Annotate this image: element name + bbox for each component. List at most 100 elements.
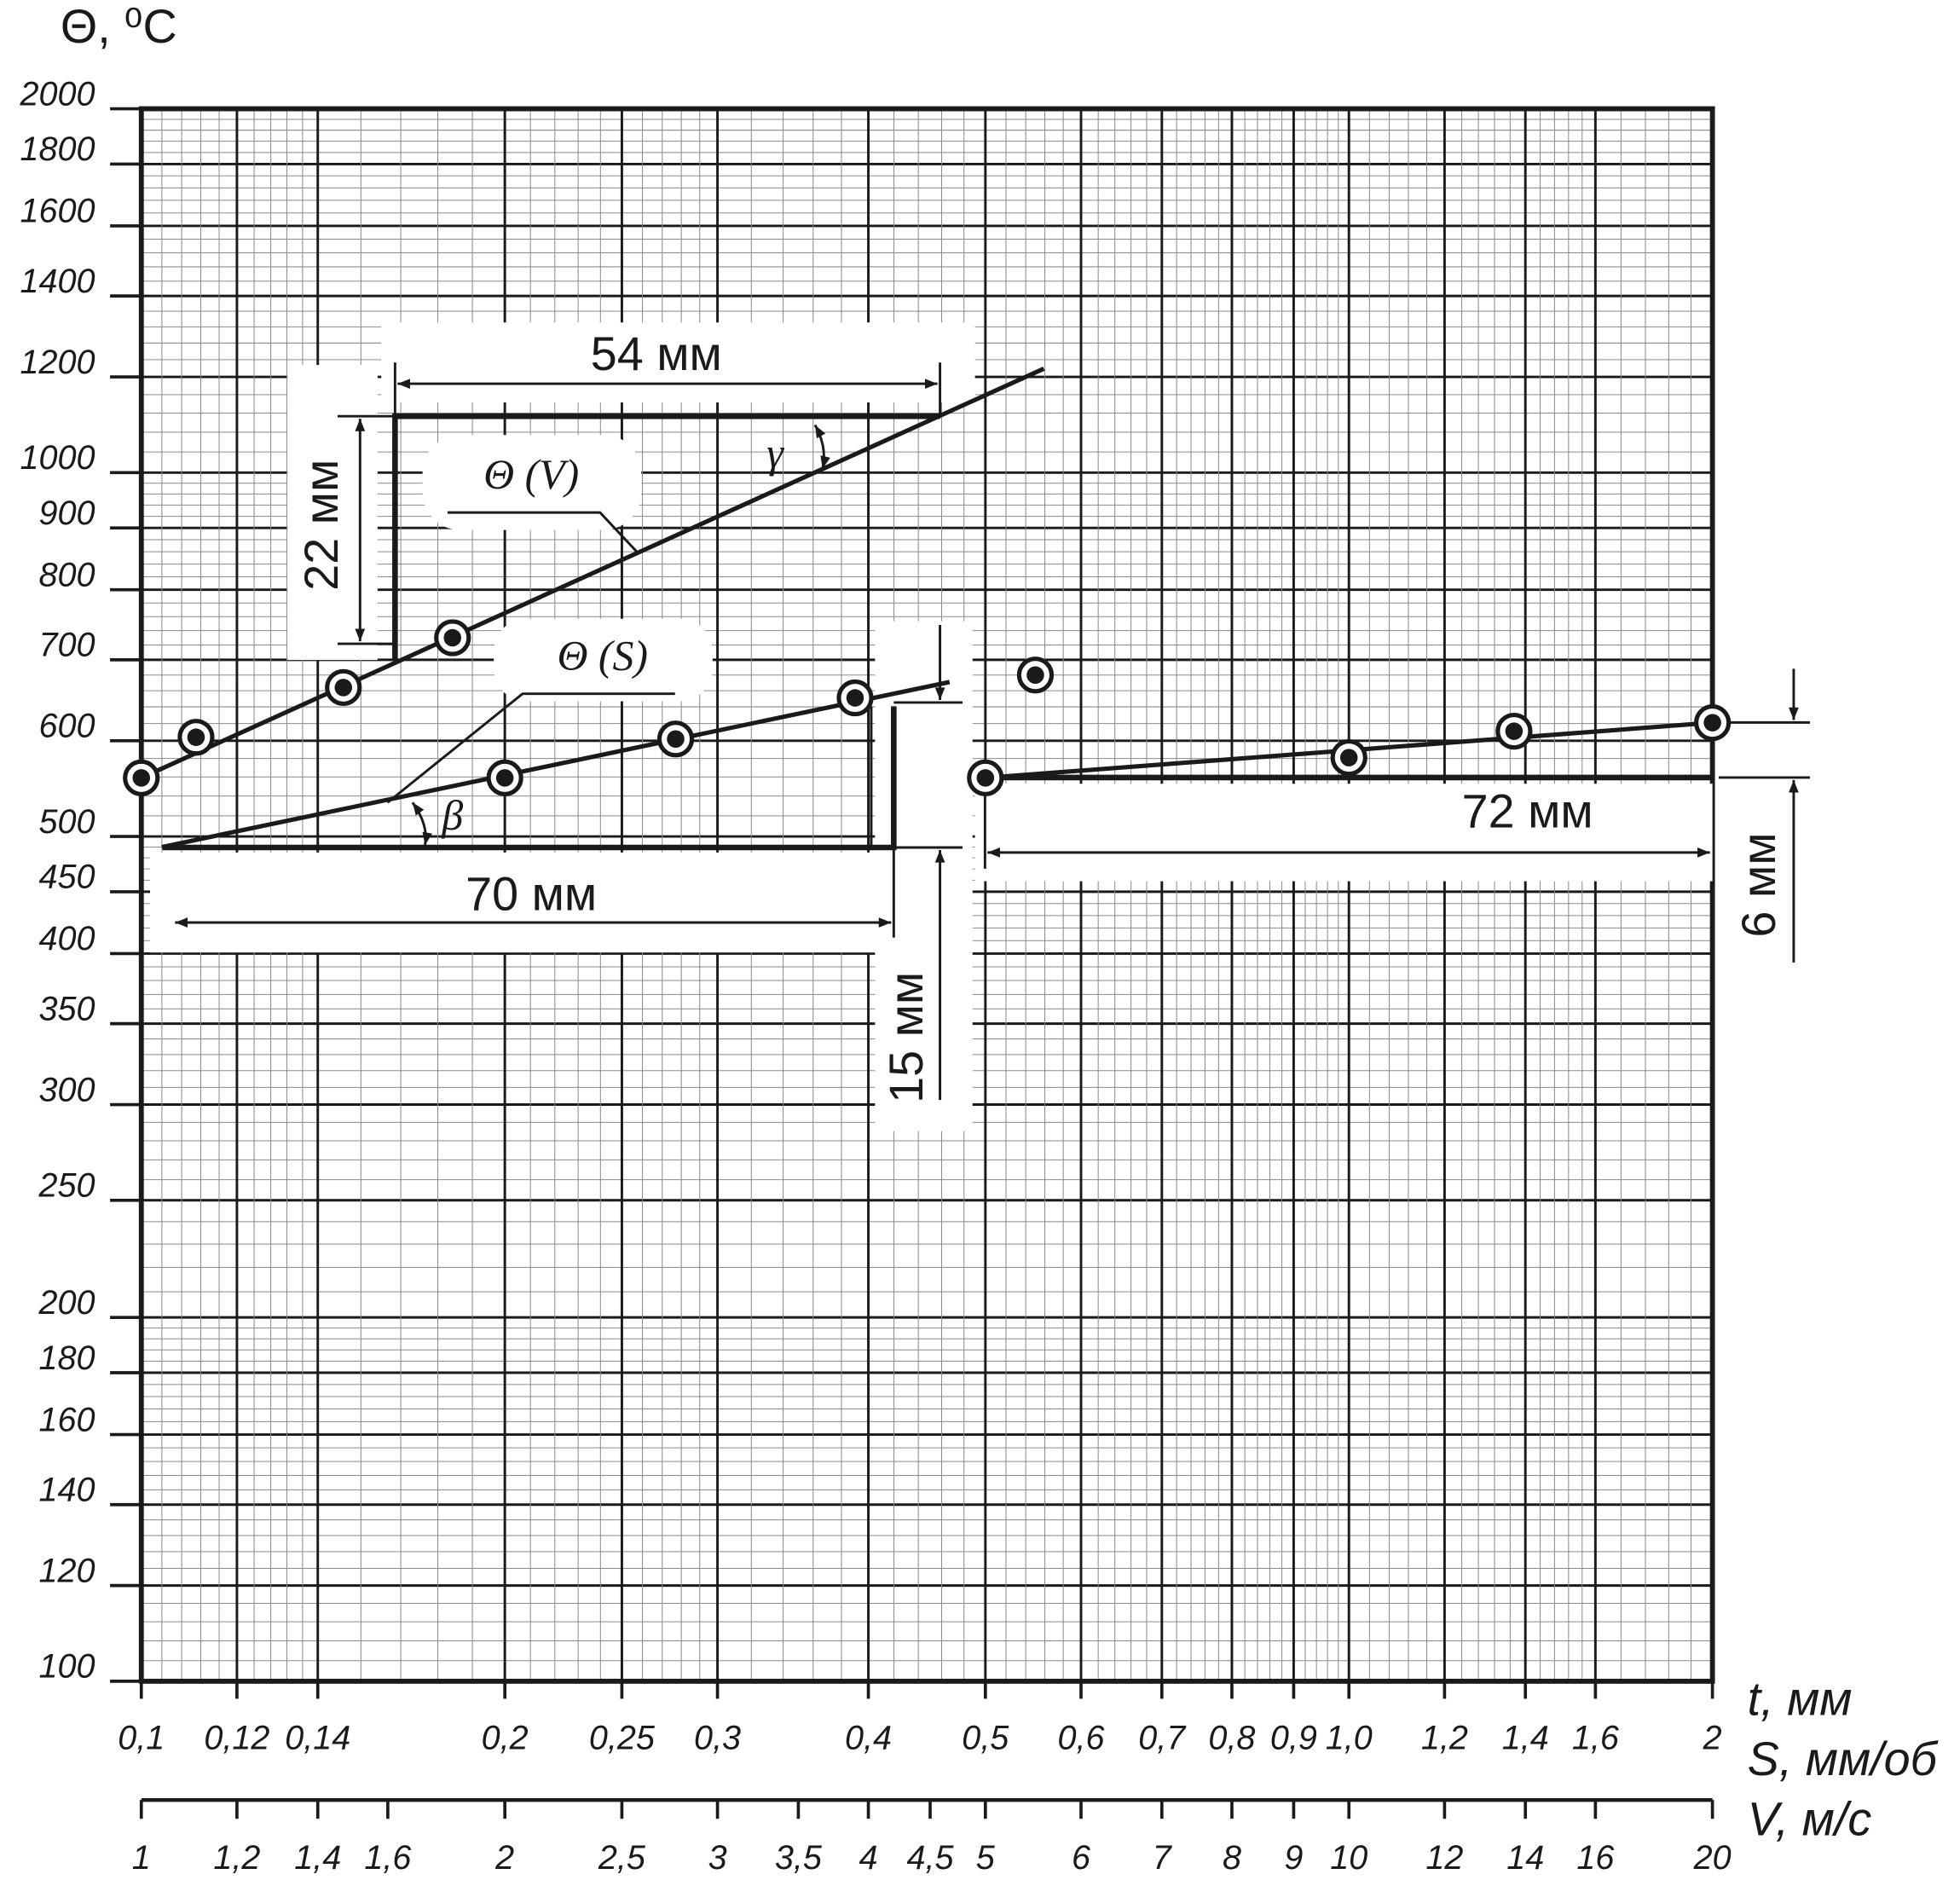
x-axis-title: S, мм/об [1748,1732,1939,1785]
x-tick-label: 1,4 [294,1839,341,1877]
x-tick-label: 8 [1223,1839,1241,1877]
x-tick-label: 1,0 [1326,1719,1373,1756]
angle-arc [813,424,830,470]
y-axis-title: Θ, ⁰С [61,0,177,53]
y-tick-label: 300 [38,1071,95,1108]
y-tick-label: 1600 [20,193,95,230]
x-tick-label: 5 [976,1839,996,1877]
x-tick-label: 3,5 [775,1839,823,1877]
annotations: 54 мм 22 мм Θ (V) Θ (S) γ β 70 мм 15 мм … [150,322,1810,1131]
x-tick-label: 0,14 [285,1719,350,1756]
plot-frame [138,106,1715,1684]
x-tick-label: 4 [859,1839,878,1877]
y-tick-label: 120 [38,1552,95,1589]
x-tick-label: 0,6 [1057,1719,1105,1756]
y-tick-label: 1800 [20,130,95,168]
y-tick-label: 350 [38,990,95,1027]
x-tick-label: 0,2 [482,1719,529,1756]
series [123,367,1732,849]
leader-line [386,692,675,804]
fit-line [140,367,1045,780]
x-tick-label: 0,7 [1138,1719,1187,1756]
point-dot [667,730,685,748]
angle-label: β [441,792,463,839]
x-tick-label: 1,6 [1572,1719,1620,1756]
ticks: 1001201401601802002503003504004505006007… [19,75,1938,1877]
y-tick-label: 1000 [20,439,95,477]
x-tick-label: 12 [1425,1839,1463,1877]
y-tick-label: 100 [38,1648,95,1686]
x-tick-label: 9 [1284,1839,1303,1877]
data-point [123,759,160,796]
x-tick-label: 7 [1153,1839,1173,1877]
point-dot [1703,714,1721,732]
x-tick-label: 1,2 [1421,1719,1468,1756]
y-tick-label: 140 [38,1472,95,1509]
x-axis-title: V, м/с [1748,1792,1872,1845]
patch [381,322,975,403]
x-tick-label: 3 [708,1839,727,1877]
x-tick-label: 10 [1330,1839,1367,1877]
data-point [656,720,695,758]
point-dot [1339,749,1358,766]
point-dot [846,689,864,707]
data-point [967,759,1004,796]
patch [974,784,1713,882]
dimension-label: 15 мм [880,972,933,1103]
data-point [1495,712,1533,750]
dimension-label: 6 мм [1732,832,1785,937]
x-tick-label: 1,6 [364,1839,412,1877]
x-axis-title: t, мм [1748,1673,1853,1726]
series-label: Θ (V) [483,451,579,498]
y-tick-label: 160 [38,1401,95,1438]
x-tick-label: 2,5 [598,1839,646,1877]
data-point [434,619,471,657]
data-point [1016,657,1055,694]
patch [422,435,642,530]
angle-arc [411,801,433,846]
point-dot [1026,666,1044,684]
x-tick-label: 14 [1506,1839,1544,1877]
dimension-label: 22 мм [295,460,348,591]
x-tick-label: 0,3 [694,1719,741,1756]
x-tick-label: 16 [1576,1839,1615,1877]
data-point [325,668,362,707]
x-tick-label: 1,4 [1502,1719,1549,1756]
patch [150,852,951,953]
y-tick-label: 1400 [20,263,95,300]
data-point [486,759,523,796]
y-tick-label: 500 [38,803,95,841]
leader-line [447,511,639,554]
x-tick-label: 4,5 [906,1839,954,1877]
data-point [836,679,874,717]
fit-line [161,680,951,849]
y-tick-label: 400 [38,920,95,957]
dimension-label: 54 мм [591,327,722,380]
x-tick-label: 0,5 [962,1719,1009,1756]
y-tick-label: 600 [38,708,95,745]
point-dot [495,769,514,787]
x-tick-label: 1,2 [213,1839,260,1877]
y-tick-label: 800 [38,556,95,593]
dimension-label: 70 мм [465,867,597,920]
series-label: Θ (S) [557,633,648,680]
y-tick-label: 900 [38,495,95,532]
y-tick-label: 200 [38,1284,95,1322]
point-dot [976,769,995,787]
data-point [177,719,215,756]
y-tick-label: 250 [38,1167,95,1205]
y-tick-label: 700 [38,627,95,664]
x-tick-label: 2 [494,1839,514,1877]
dimension-label: 72 мм [1462,785,1593,838]
point-dot [443,628,462,647]
y-tick-label: 180 [38,1339,95,1377]
x-tick-label: 0,12 [204,1719,269,1756]
point-dot [334,679,353,697]
x-tick-label: 2 [1703,1719,1722,1756]
x-tick-label: 0,9 [1270,1719,1317,1756]
x-tick-label: 0,4 [845,1719,892,1756]
data-point [1330,738,1367,777]
x-tick-label: 0,25 [589,1719,656,1756]
point-dot [132,769,151,787]
